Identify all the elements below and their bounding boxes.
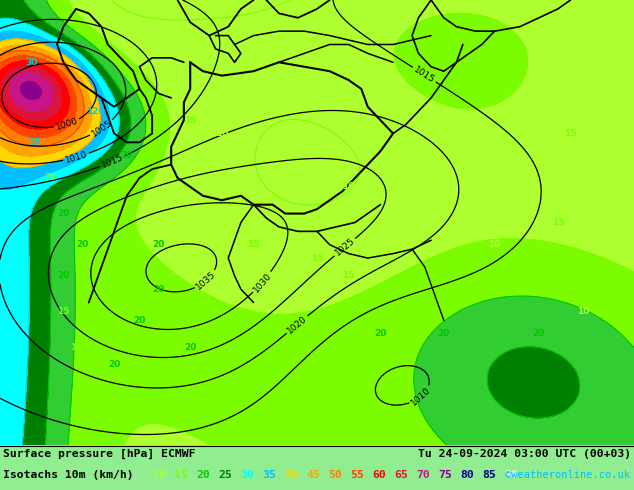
Text: 10: 10 [279, 151, 292, 160]
Text: 85: 85 [482, 470, 496, 480]
Text: 10: 10 [216, 129, 228, 138]
Text: 90: 90 [504, 470, 518, 480]
Text: 15: 15 [342, 271, 355, 280]
Text: 1015: 1015 [100, 153, 125, 170]
Text: 10: 10 [152, 470, 165, 480]
Text: 15: 15 [184, 116, 197, 124]
Text: 60: 60 [372, 470, 385, 480]
Text: 55: 55 [350, 470, 364, 480]
Text: 10: 10 [437, 196, 450, 205]
Text: 20: 20 [108, 360, 120, 369]
Text: 10: 10 [469, 151, 482, 160]
Text: 30: 30 [25, 58, 38, 67]
Text: 15: 15 [311, 253, 323, 263]
Text: 15: 15 [57, 307, 70, 316]
Text: 20: 20 [57, 209, 70, 218]
Text: 65: 65 [394, 470, 408, 480]
Text: 15: 15 [564, 129, 577, 138]
Text: ©weatheronline.co.uk: ©weatheronline.co.uk [505, 470, 630, 480]
Text: 20: 20 [76, 240, 89, 249]
Text: 20: 20 [57, 271, 70, 280]
Text: 1005: 1005 [89, 118, 113, 139]
Text: 40: 40 [284, 470, 298, 480]
Text: 10: 10 [577, 307, 590, 316]
Text: 15: 15 [247, 240, 260, 249]
Text: 20: 20 [533, 329, 545, 338]
Text: 35: 35 [29, 138, 41, 147]
Text: 1010: 1010 [64, 149, 89, 165]
Text: 20: 20 [184, 343, 197, 351]
Text: 80: 80 [460, 470, 474, 480]
Text: 75: 75 [438, 470, 452, 480]
Text: 1025: 1025 [333, 236, 356, 258]
Text: 10: 10 [247, 138, 260, 147]
Text: 25: 25 [44, 173, 57, 182]
Text: 30: 30 [240, 470, 254, 480]
Text: 20: 20 [196, 470, 210, 480]
Text: 1020: 1020 [285, 314, 309, 335]
Text: 10: 10 [488, 240, 501, 249]
Text: 10: 10 [311, 173, 323, 182]
Text: 20: 20 [152, 240, 165, 249]
Text: 20: 20 [120, 151, 133, 160]
Text: 15: 15 [70, 343, 82, 351]
Text: 20: 20 [374, 329, 387, 338]
Text: 10: 10 [342, 182, 355, 192]
Text: 120: 120 [86, 107, 105, 116]
Text: 15: 15 [174, 470, 188, 480]
Text: 10: 10 [501, 173, 514, 182]
Text: 1030: 1030 [251, 270, 273, 294]
Text: 50: 50 [328, 470, 342, 480]
Text: 70: 70 [416, 470, 430, 480]
Text: 20: 20 [133, 316, 146, 325]
Text: Isotachs 10m (km/h): Isotachs 10m (km/h) [3, 470, 141, 480]
Text: 45: 45 [306, 470, 320, 480]
Text: 25: 25 [218, 470, 232, 480]
Text: 1000: 1000 [55, 117, 79, 132]
Text: Tu 24-09-2024 03:00 UTC (00+03): Tu 24-09-2024 03:00 UTC (00+03) [418, 449, 631, 459]
Text: 1010: 1010 [410, 385, 432, 407]
Text: 1035: 1035 [195, 270, 218, 292]
Text: 35: 35 [262, 470, 276, 480]
Text: 20: 20 [437, 329, 450, 338]
Text: Surface pressure [hPa] ECMWF: Surface pressure [hPa] ECMWF [3, 449, 195, 459]
Text: 20: 20 [152, 285, 165, 294]
Text: 15: 15 [552, 218, 564, 227]
Text: 15: 15 [514, 285, 526, 294]
Text: 1015: 1015 [412, 65, 436, 85]
